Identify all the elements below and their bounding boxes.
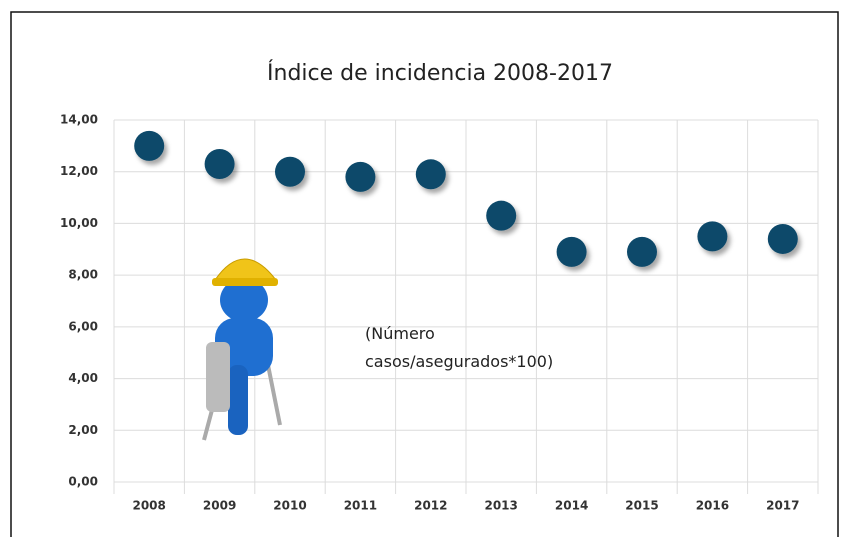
dot xyxy=(486,201,516,231)
x-tick-label: 2013 xyxy=(484,499,517,513)
y-tick-label: 14,00 xyxy=(60,113,98,127)
chart: Índice de incidencia 2008-2017 (Número ca… xyxy=(0,0,843,537)
dot xyxy=(557,237,587,267)
chart-title: Índice de incidencia 2008-2017 xyxy=(267,60,613,86)
worker-illustration xyxy=(204,259,280,440)
x-tick-label: 2009 xyxy=(203,499,236,513)
x-tick-label: 2010 xyxy=(273,499,306,513)
dot xyxy=(627,237,657,267)
dot xyxy=(205,149,235,179)
x-tick-label: 2017 xyxy=(766,499,799,513)
dot xyxy=(416,159,446,189)
frame xyxy=(11,12,838,537)
y-tick-label: 10,00 xyxy=(60,216,98,230)
dot xyxy=(697,221,727,251)
y-tick-label: 8,00 xyxy=(68,268,98,282)
y-tick-label: 0,00 xyxy=(68,475,98,489)
dot xyxy=(768,224,798,254)
y-tick-label: 6,00 xyxy=(68,319,98,333)
x-tick-label: 2008 xyxy=(132,499,165,513)
dot xyxy=(275,157,305,187)
annotation-line: (Número xyxy=(365,324,435,343)
x-tick-label: 2011 xyxy=(344,499,377,513)
x-tick-label: 2016 xyxy=(696,499,729,513)
annotation-line: casos/asegurados*100) xyxy=(365,352,553,371)
x-tick-label: 2014 xyxy=(555,499,588,513)
annotation: (Número casos/asegurados*100) xyxy=(365,324,553,371)
y-tick-label: 4,00 xyxy=(68,371,98,385)
dot xyxy=(345,162,375,192)
x-tick-label: 2012 xyxy=(414,499,447,513)
dot xyxy=(134,131,164,161)
y-tick-label: 2,00 xyxy=(68,423,98,437)
x-tick-label: 2015 xyxy=(625,499,658,513)
y-tick-label: 12,00 xyxy=(60,164,98,178)
